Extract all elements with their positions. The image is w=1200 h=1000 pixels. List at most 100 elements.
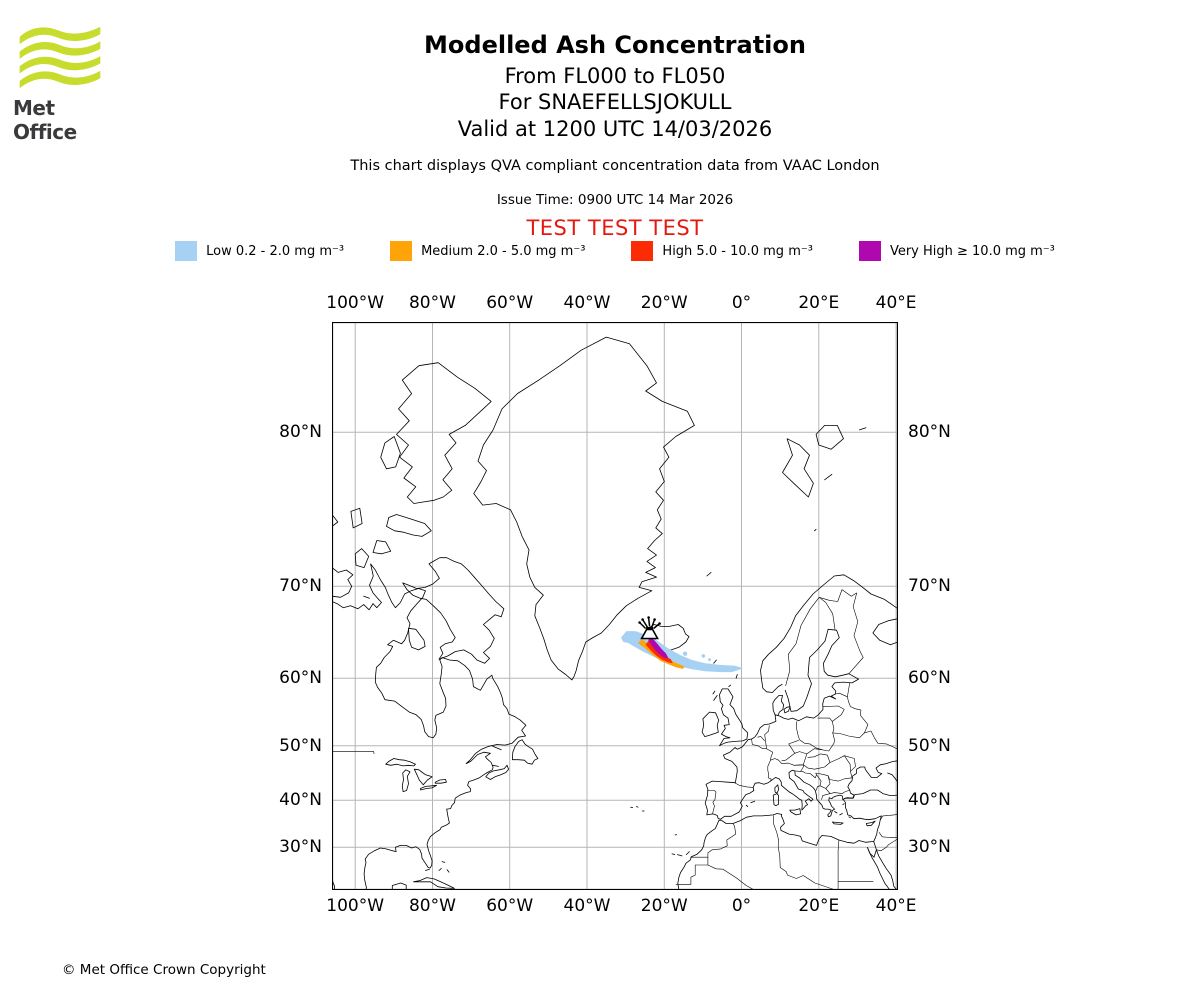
volcano-marker-icon (638, 616, 661, 640)
coastline-azores_1 (630, 806, 633, 808)
coastline-canary_1 (671, 853, 676, 855)
x-tick-label-top: 40°E (875, 293, 917, 313)
coastline-lake_huron (413, 768, 433, 786)
border-france_switzerland_italy (767, 760, 772, 781)
border-norway_sweden (785, 597, 820, 686)
coastline-lake_superior (385, 758, 416, 767)
border-jordan_saudi (876, 838, 899, 851)
legend: Low 0.2 - 2.0 mg m⁻³ Medium 2.0 - 5.0 mg… (15, 241, 1200, 261)
y-tick-label-left: 30°N (279, 837, 322, 858)
border-serbia (816, 774, 831, 789)
coastline-edgeoya (824, 473, 833, 481)
coastline-canary_2 (677, 854, 683, 857)
border-netherlands_belgium (757, 736, 765, 742)
border-libya_chad (787, 874, 839, 890)
legend-item-high: High 5.0 - 10.0 mg m⁻³ (631, 241, 813, 261)
coastline-svalbard_east (815, 425, 844, 450)
border-denmark_germany (775, 714, 779, 716)
qva-description: This chart displays QVA compliant concen… (350, 158, 880, 174)
border-algeria_libya (777, 846, 788, 876)
coastline-lake_ontario (434, 779, 447, 784)
x-tick-label-top: 100°W (326, 293, 385, 313)
border-us_canada (332, 751, 375, 754)
ash-speck (708, 658, 711, 662)
legend-label-low: Low 0.2 - 2.0 mg m⁻³ (206, 243, 345, 259)
copyright: © Met Office Crown Copyright (62, 962, 266, 978)
border-switzerland_austria (770, 751, 808, 766)
y-tick-label-right: 40°N (908, 790, 951, 811)
coastline-shetland (735, 674, 738, 679)
border-france_spain (734, 782, 754, 788)
coastline-anticosti (492, 745, 502, 751)
x-tick-label-top: 0° (731, 293, 752, 313)
y-tick-label-right: 80°N (908, 422, 951, 443)
x-tick-label-bottom: 100°W (326, 896, 385, 916)
coastline-jan_mayen (706, 572, 712, 577)
coastline-somerset (372, 540, 392, 555)
coastline-bahamas_1 (438, 868, 442, 871)
border-slovakia (806, 748, 823, 755)
border-romania (815, 755, 853, 782)
legend-label-very-high: Very High ≥ 10.0 mg m⁻³ (889, 243, 1055, 259)
met-office-waves-icon (19, 26, 101, 89)
coastline-balearic_1 (750, 800, 756, 804)
coastline-red_sea_east (876, 849, 898, 891)
coastline-red_sea_west (867, 847, 891, 891)
border-western_sahara (675, 857, 709, 885)
map (331, 321, 899, 891)
border-kaliningrad (817, 717, 833, 722)
border-montenegro_albania (815, 785, 821, 791)
coastline-southampton (408, 627, 426, 651)
border-algeria_tunisia (773, 815, 779, 847)
border-libya_egypt (837, 839, 840, 882)
coastline-nova_scotia (485, 764, 509, 780)
x-tick-label-bottom: 20°W (640, 896, 688, 916)
coastline-yucatan (391, 882, 407, 891)
coastline-black_sea_south_levant_africa (677, 789, 899, 891)
x-tick-label-top: 80°W (408, 293, 456, 313)
border-croatia_bosnia (800, 771, 817, 779)
coastline-victoria (331, 567, 354, 598)
y-tick-label-right: 60°N (908, 668, 951, 689)
y-tick-label-left: 70°N (279, 576, 322, 597)
border-germany_west (764, 725, 774, 761)
y-tick-label-left: 40°N (279, 790, 322, 811)
coastline-hebrides_2 (712, 690, 716, 695)
y-tick-label-left: 60°N (279, 668, 322, 689)
border-morocco_algeria (690, 823, 736, 858)
border-portugal_spain (707, 790, 717, 814)
border-greece_bulgaria_turkey (829, 789, 850, 794)
coastline-lake_michigan (401, 769, 411, 792)
legend-item-medium: Medium 2.0 - 5.0 mg m⁻³ (390, 241, 585, 261)
coastline-prince_of_wales (354, 548, 370, 568)
x-tick-label-bottom: 20°E (798, 896, 840, 916)
coastline-canary_3 (685, 851, 690, 855)
coastline-lake_erie (420, 784, 438, 791)
coastline-ireland (701, 711, 720, 737)
border-norway_finland_russia (819, 589, 857, 602)
border-latvia_lithuania (822, 705, 845, 710)
coastline-kvitoya (859, 427, 867, 431)
legend-swatch-low (175, 241, 198, 261)
border-syria_iraq_turkey (879, 814, 899, 821)
coastline-lesbos (842, 803, 845, 806)
border-syria_jordan (878, 832, 899, 838)
y-tick-label-left: 50°N (279, 735, 322, 756)
border-poland (796, 721, 835, 752)
border-czech (788, 740, 799, 754)
map-frame (331, 321, 899, 891)
border-macedonia_albania (821, 788, 831, 800)
coastline-cuba (413, 877, 455, 889)
border-slovenia (794, 764, 804, 772)
y-tick-label-left: 80°N (279, 422, 322, 443)
subtitle-volcano: For SNAEFELLSJOKULL (498, 90, 732, 114)
legend-swatch-medium (390, 241, 413, 261)
border-russia_baltics (847, 682, 851, 707)
x-tick-label-bottom: 40°W (563, 896, 611, 916)
coastline-faroe_islands (713, 659, 717, 664)
map-svg (331, 321, 899, 891)
coastline-norway (760, 574, 899, 693)
met-office-logo: Met Office (13, 24, 113, 144)
coastline-prince_edward (492, 764, 499, 767)
